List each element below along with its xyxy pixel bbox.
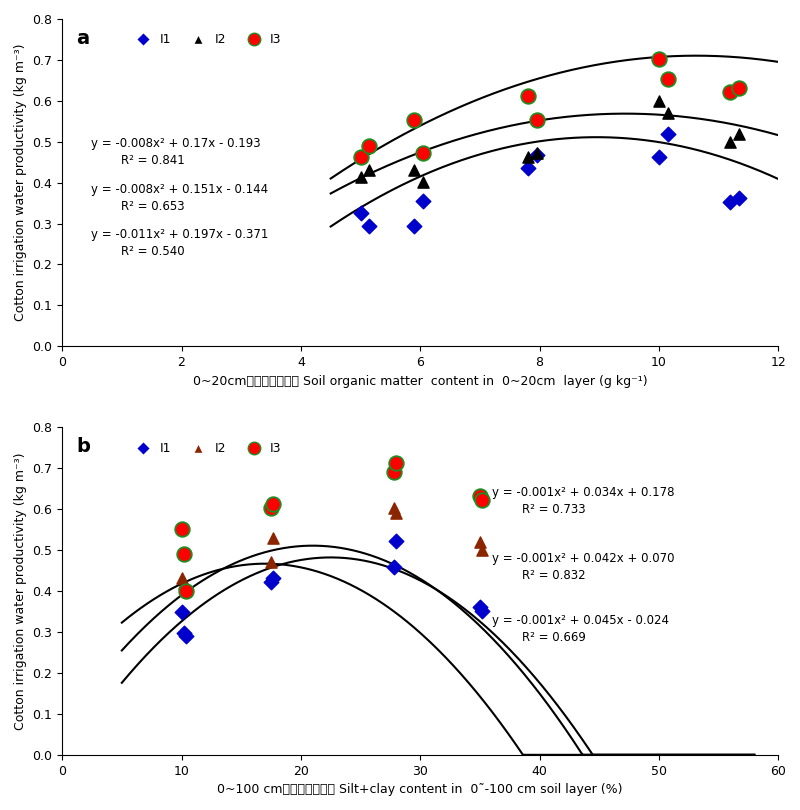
Point [175,605,188,618]
Point [175,572,188,585]
Point [476,544,489,556]
Point [267,572,280,585]
Point [724,85,737,98]
Point [530,148,543,161]
Point [474,535,486,548]
Point [354,207,367,220]
Point [267,531,280,544]
Point [180,629,193,642]
Legend: I1, I2, I3: I1, I2, I3 [126,28,286,51]
Text: y = -0.011x² + 0.197x - 0.371
        R² = 0.540: y = -0.011x² + 0.197x - 0.371 R² = 0.540 [91,228,268,258]
X-axis label: 0~100 cm土层粘粉粒含量 Silt+clay content in  0˜-100 cm soil layer (%): 0~100 cm土层粘粉粒含量 Silt+clay content in 0˜-… [218,783,623,796]
Text: y = -0.001x² + 0.034x + 0.178
        R² = 0.733: y = -0.001x² + 0.034x + 0.178 R² = 0.733 [492,486,674,516]
Point [724,196,737,209]
Point [476,604,489,617]
Y-axis label: Cotton irrigation water productivity (kg m⁻³): Cotton irrigation water productivity (kg… [14,44,27,322]
Point [408,220,421,232]
Point [354,171,367,184]
Point [175,522,188,535]
Legend: I1, I2, I3: I1, I2, I3 [126,437,286,460]
Point [417,147,430,160]
Point [390,457,402,470]
Point [530,114,543,127]
Point [724,135,737,148]
Point [521,162,534,175]
Point [521,151,534,164]
Point [178,548,190,561]
Y-axis label: Cotton irrigation water productivity (kg m⁻³): Cotton irrigation water productivity (kg… [14,452,27,730]
Point [733,81,746,94]
Point [267,498,280,511]
Text: y = -0.008x² + 0.151x - 0.144
        R² = 0.653: y = -0.008x² + 0.151x - 0.144 R² = 0.653 [91,182,268,212]
Point [265,502,278,515]
Point [387,502,400,515]
Point [733,191,746,204]
Point [354,151,367,164]
Point [363,163,376,176]
Point [653,94,666,107]
Text: y = -0.001x² + 0.042x + 0.070
        R² = 0.832: y = -0.001x² + 0.042x + 0.070 R² = 0.832 [492,552,674,582]
Point [408,114,421,127]
X-axis label: 0~20cm土层有机质含量 Soil organic matter  content in  0~20cm  layer (g kg⁻¹): 0~20cm土层有机质含量 Soil organic matter conten… [193,375,647,388]
Point [417,175,430,188]
Text: y = -0.008x² + 0.17x - 0.193
        R² = 0.841: y = -0.008x² + 0.17x - 0.193 R² = 0.841 [91,137,261,167]
Point [265,576,278,589]
Point [265,555,278,568]
Point [178,577,190,590]
Point [662,73,674,86]
Point [417,194,430,207]
Point [408,163,421,176]
Point [363,220,376,232]
Point [387,465,400,478]
Point [178,626,190,639]
Text: a: a [77,28,90,48]
Point [653,52,666,65]
Point [476,494,489,507]
Point [387,560,400,573]
Point [521,89,534,102]
Point [733,127,746,140]
Point [530,147,543,160]
Point [390,506,402,519]
Point [363,139,376,152]
Point [180,585,193,598]
Text: y = -0.001x² + 0.045x - 0.024
        R² = 0.669: y = -0.001x² + 0.045x - 0.024 R² = 0.669 [492,614,669,644]
Point [390,535,402,548]
Point [662,127,674,140]
Text: b: b [77,437,90,456]
Point [474,490,486,503]
Point [662,107,674,120]
Point [653,151,666,164]
Point [180,581,193,594]
Point [474,600,486,613]
